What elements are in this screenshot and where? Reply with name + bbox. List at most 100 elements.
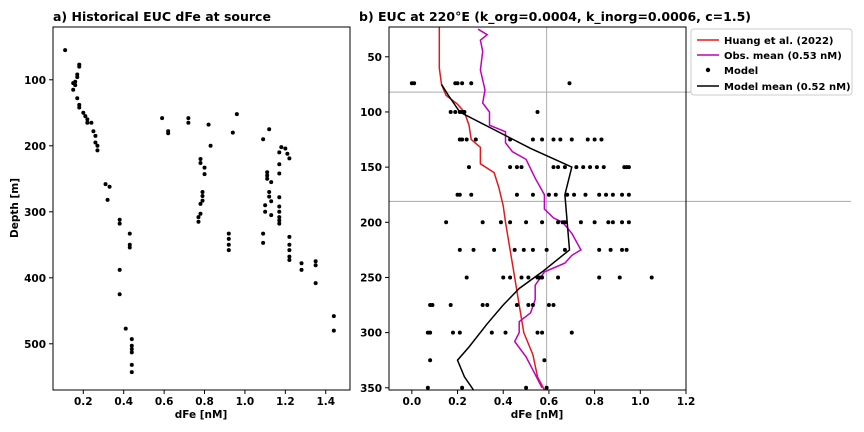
b-y-tick-label: 150 (360, 162, 382, 174)
panel-b-model-point (542, 358, 547, 363)
panel-a-data-point (208, 143, 213, 148)
b-y-tick-label: 250 (360, 272, 382, 284)
panel-a-data-point (267, 194, 272, 199)
panel-a-data-point (95, 143, 100, 148)
b-x-tick-label: 0.2 (448, 396, 467, 408)
panel-b-model-point (608, 247, 613, 252)
panel-a-data-point (267, 190, 272, 194)
panel-a-data-point (127, 245, 132, 250)
panel-a-data-point (226, 231, 231, 236)
panel-a-data-point (73, 83, 78, 88)
panel-b-model-point (556, 275, 561, 280)
panel-b-model-point (597, 192, 602, 197)
panel-b-model-point (462, 109, 467, 114)
panel-b-model-point (620, 192, 625, 197)
panel-a-data-point (269, 199, 274, 204)
panel-a-data-point (263, 203, 268, 208)
panel-b-model-point (592, 220, 597, 225)
panel-b-line-model-mean (440, 84, 573, 390)
panel-b-model-point (597, 247, 602, 252)
panel-b-model-point (514, 165, 519, 170)
panel-b-model-point (503, 330, 508, 335)
panel-b-model-point (428, 358, 433, 363)
panel-b-model-point (617, 275, 622, 280)
panel-a-frame (52, 26, 351, 391)
panel-b-model-point (457, 192, 462, 197)
panel-b-model-point (508, 165, 513, 170)
panel-b-model-point (546, 303, 551, 308)
b-x-tick-label: 0.0 (403, 396, 422, 408)
panel-b-model-point (448, 109, 453, 114)
panel-a-data-point (186, 116, 191, 121)
panel-a-y-label: Depth [m] (9, 178, 21, 238)
panel-a-data-point (198, 201, 203, 206)
panel-b-model-point (514, 192, 519, 197)
panel-b-model-point (556, 165, 561, 170)
panel-b-model-point (544, 247, 549, 252)
panel-b-model-point (492, 247, 497, 252)
panel-b-model-point (514, 303, 519, 308)
panel-a-data-point (285, 151, 290, 156)
panel-b-model-point (556, 220, 561, 225)
panel-b-model-point (649, 275, 654, 280)
legend: Huang et al. (2022) Obs. mean (0.53 nM) … (690, 28, 853, 96)
panel-a-title: a) Historical EUC dFe at source (53, 9, 271, 24)
legend-marker-model (705, 67, 711, 73)
panel-a-data-point (261, 231, 266, 236)
panel-b-model-point (569, 137, 574, 142)
panel-a-data-point (71, 87, 76, 92)
panel-a-data-point (226, 236, 231, 241)
panel-a-data-point (263, 209, 268, 214)
panel-a-data-point (202, 165, 207, 170)
panel-b-model-point (519, 165, 524, 170)
panel-a-data-point (261, 137, 266, 142)
a-x-tick-label: 1.2 (276, 396, 295, 408)
panel-a-data-point (269, 213, 274, 218)
panel-a-data-point (77, 64, 82, 69)
panel-a-data-point (129, 347, 134, 352)
panel-b-model-point (562, 165, 567, 170)
panel-b-model-point (597, 275, 602, 280)
panel-a-data-point (230, 130, 235, 135)
panel-b-model-point (450, 330, 455, 335)
panel-a-data-point (277, 150, 282, 155)
panel-b-model-point (457, 247, 462, 252)
panel-a-data-point (200, 190, 205, 194)
panel-a-data-point (313, 259, 318, 264)
panel-b-model-point (562, 247, 567, 252)
panel-a-historical-dfe: a) Historical EUC dFe at source 0.2 0.4 0.… (9, 9, 351, 421)
panel-a-data-point (226, 242, 231, 247)
panel-b-model-point (588, 165, 593, 170)
panel-b-frame (388, 26, 687, 391)
panel-b-model-point (457, 330, 462, 335)
a-y-tick-label: 400 (24, 273, 46, 285)
panel-b-line-huang (438, 27, 546, 390)
panel-b-model-point (526, 275, 531, 280)
panel-a-data-point (265, 170, 270, 175)
panel-a-data-point (107, 184, 112, 189)
a-y-tick-label: 500 (24, 339, 46, 351)
panel-a-data-point (261, 240, 266, 245)
panel-b-model-point (524, 220, 529, 225)
panel-a-data-point (277, 162, 282, 167)
panel-a-data-point (160, 116, 165, 121)
panel-a-data-point (202, 172, 207, 177)
panel-b-model-point (524, 385, 529, 390)
panel-a-data-point (117, 217, 122, 222)
panel-b-model-point (448, 303, 453, 308)
b-y-tick-label: 200 (360, 217, 382, 229)
panel-a-data-point (234, 112, 239, 117)
panel-a-points (63, 48, 336, 375)
panel-b-model-point (569, 330, 574, 335)
panel-b-model-point (464, 275, 469, 280)
panel-b-model-point (594, 165, 599, 170)
panel-b-title: b) EUC at 220°E (k_org=0.0004, k_inorg=0… (359, 9, 751, 25)
panel-a-data-point (93, 133, 98, 138)
panel-b-model-point (530, 192, 535, 197)
panel-a-x-ticks: 0.2 0.4 0.6 0.8 1.0 1.2 1.4 (74, 390, 335, 408)
panel-b-model-point (469, 192, 474, 197)
b-y-tick-label: 50 (367, 52, 382, 64)
panel-a-data-point (83, 114, 88, 119)
panel-a-data-point (277, 209, 282, 214)
panel-b-model-point (540, 220, 545, 225)
